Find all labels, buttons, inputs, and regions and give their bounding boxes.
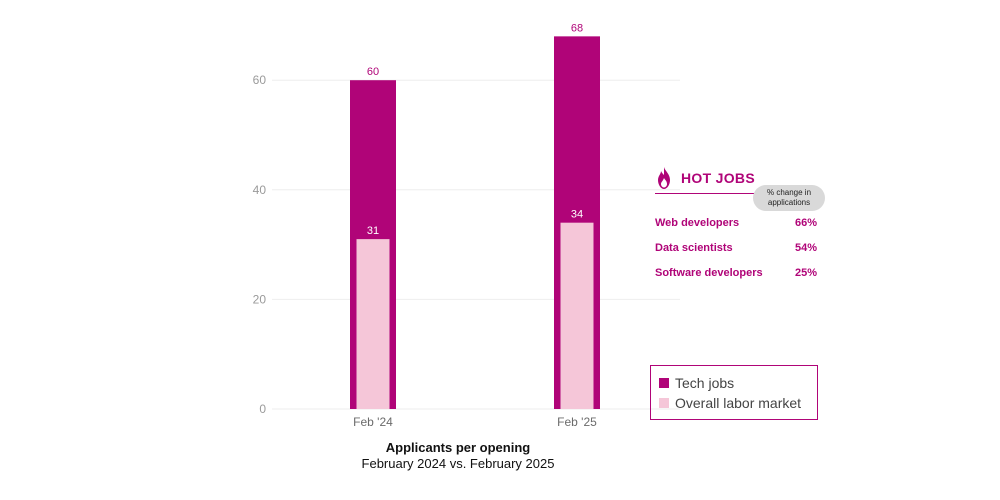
job-pct: 25% [795, 267, 818, 279]
legend-item-tech: Tech jobs [659, 373, 817, 393]
legend-label: Tech jobs [675, 375, 735, 391]
chart-title: Applicants per opening [385, 440, 531, 455]
y-tick-label: 60 [253, 73, 267, 87]
bar-overall [560, 222, 594, 409]
job-name: Web developers [655, 217, 740, 229]
legend-item-overall: Overall labor market [659, 393, 817, 413]
bars [350, 36, 600, 410]
grid-lines [272, 79, 680, 410]
job-name: Data scientists [655, 242, 733, 254]
y-tick-label: 0 [259, 402, 266, 416]
chart-legend: Tech jobs Overall labor market [650, 365, 818, 420]
hot-jobs-panel: HOT JOBS % change in applications Web de… [655, 165, 835, 279]
data-label-overall: 31 [367, 225, 379, 237]
legend-swatch-overall [659, 398, 669, 408]
x-tick-label: Feb '24 [353, 415, 393, 429]
hot-job-row: Software developers 25% [655, 267, 835, 292]
hot-jobs-header: HOT JOBS [655, 165, 835, 191]
y-axis-ticks: 0 20 40 60 [253, 73, 267, 416]
job-pct: 54% [795, 242, 818, 254]
value-labels: 60 31 68 34 [367, 22, 583, 237]
bar-overall [356, 239, 390, 409]
change-header-pill: % change in applications [753, 185, 825, 211]
flame-icon [658, 167, 670, 189]
data-label-tech: 60 [367, 66, 379, 78]
legend-label: Overall labor market [675, 395, 802, 411]
hot-jobs-title: HOT JOBS [681, 170, 755, 186]
hot-job-row: Data scientists 54% [655, 242, 835, 267]
data-label-tech: 68 [571, 22, 583, 34]
job-name: Software developers [655, 267, 763, 279]
job-pct: 66% [795, 217, 818, 229]
data-label-overall: 34 [571, 209, 583, 221]
y-tick-label: 40 [253, 183, 267, 197]
legend-swatch-tech [659, 378, 669, 388]
y-tick-label: 20 [253, 292, 267, 306]
chart-subtitle: February 2024 vs. February 2025 [361, 456, 555, 471]
hot-jobs-list: Web developers 66% Data scientists 54% S… [655, 217, 835, 292]
x-axis-labels: Feb '24 Feb '25 [353, 415, 597, 429]
x-tick-label: Feb '25 [557, 415, 597, 429]
hot-jobs-divider [655, 193, 755, 194]
hot-job-row: Web developers 66% [655, 217, 835, 242]
